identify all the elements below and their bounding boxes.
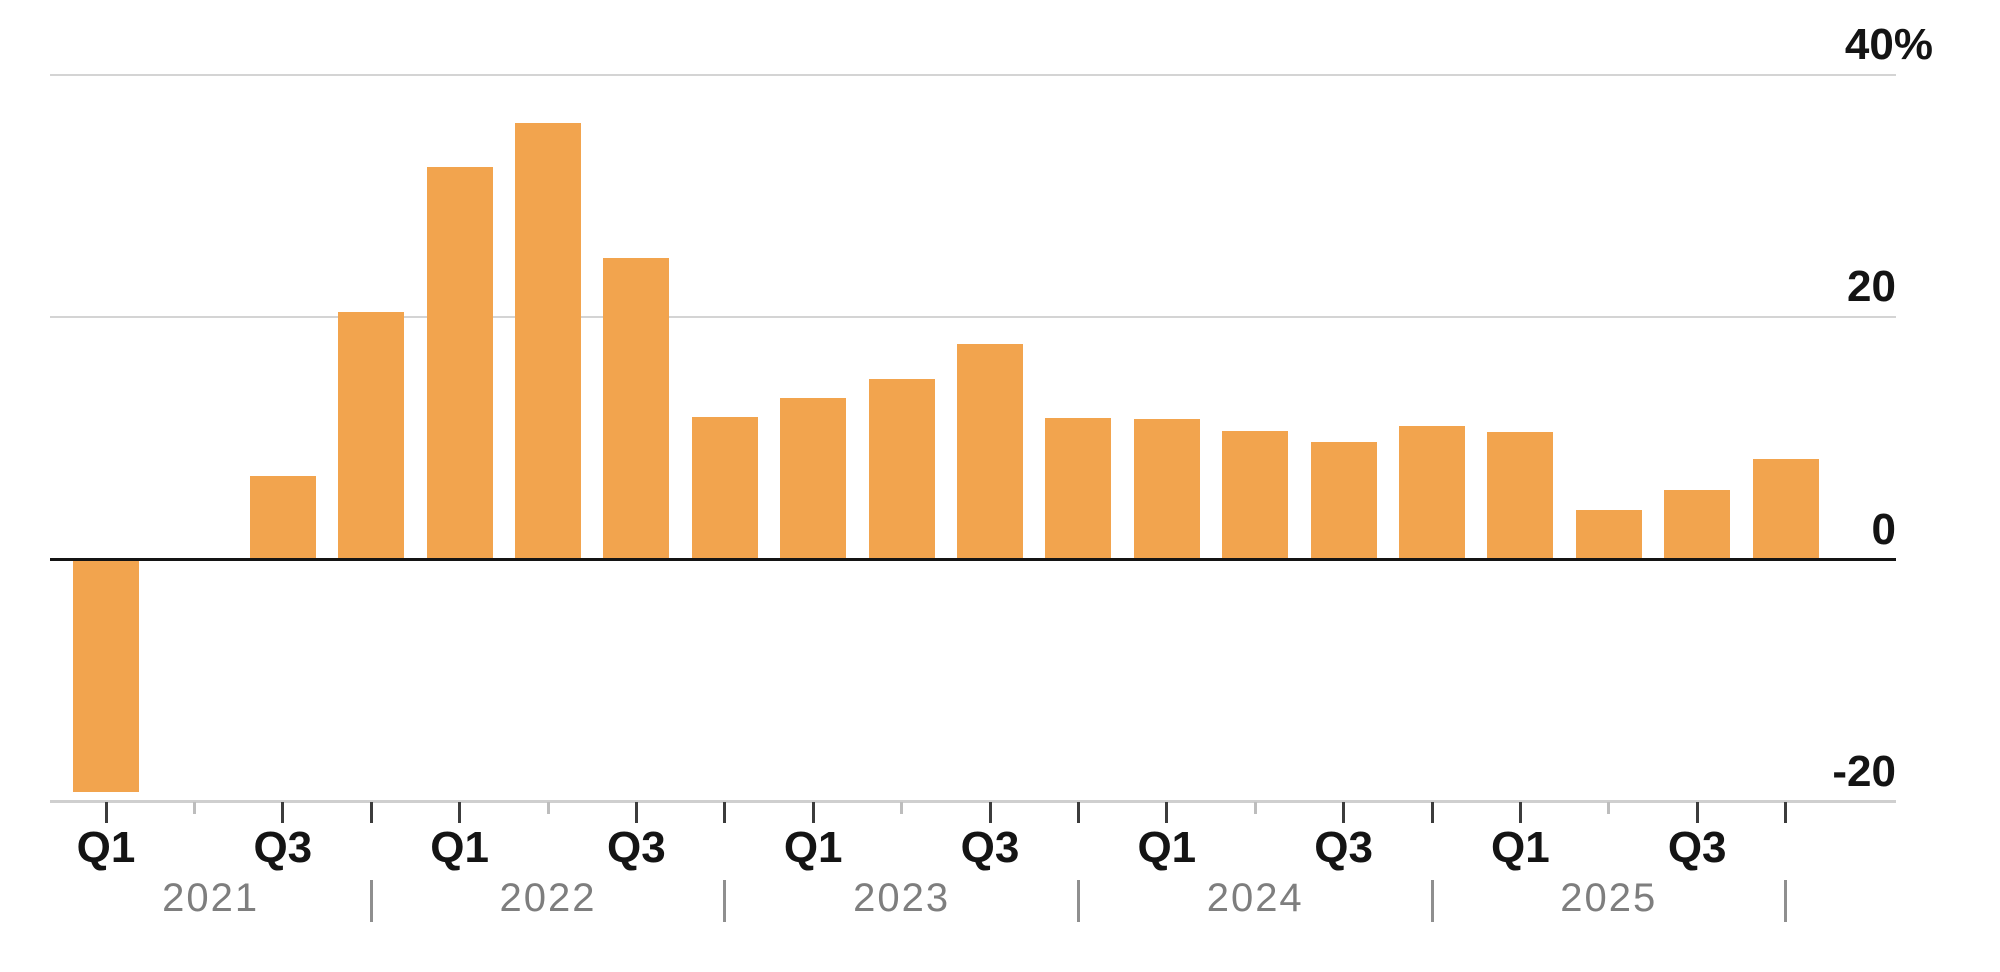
y-axis-tick-label: 20 bbox=[1847, 262, 1896, 312]
year-label-2024: 2024 bbox=[1206, 876, 1304, 920]
gridline-20 bbox=[50, 316, 1896, 319]
year-separator bbox=[1076, 880, 1080, 922]
bar-q3-2021 bbox=[249, 475, 316, 560]
bar-q4-2025 bbox=[1752, 458, 1819, 560]
x-axis-tick-q4-2021 bbox=[369, 802, 373, 823]
x-axis-tick-q3-2021 bbox=[281, 802, 285, 823]
year-label-2021: 2021 bbox=[162, 876, 260, 920]
x-axis-quarter-label: Q1 bbox=[783, 823, 843, 872]
year-label-2025: 2025 bbox=[1560, 876, 1658, 920]
bar-q1-2021 bbox=[73, 561, 139, 793]
x-axis-quarter-label: Q3 bbox=[1667, 823, 1727, 872]
bar-q2-2025 bbox=[1575, 509, 1642, 560]
bar-q3-2025 bbox=[1664, 490, 1731, 560]
y-axis-tick-label: 40% bbox=[1844, 20, 1933, 69]
year-separator bbox=[1430, 880, 1434, 922]
bar-q4-2021 bbox=[338, 312, 405, 560]
x-axis-tick-q3-2022 bbox=[634, 802, 638, 823]
y-axis-tick-label: 0 bbox=[1871, 504, 1896, 554]
bar-q1-2023 bbox=[780, 398, 847, 560]
x-axis-quarter-label: Q1 bbox=[76, 823, 136, 872]
x-axis-quarter-label: Q3 bbox=[253, 823, 313, 872]
x-axis-tick-q1-2025 bbox=[1518, 802, 1522, 823]
bar-q2-2023 bbox=[868, 379, 935, 560]
x-axis-quarter-label: Q1 bbox=[1137, 823, 1197, 872]
x-axis-tick-q4-2025 bbox=[1784, 802, 1788, 823]
year-separator bbox=[1784, 880, 1788, 922]
x-axis-tick-q2-2024 bbox=[1253, 802, 1257, 814]
bar-q1-2022 bbox=[426, 167, 493, 560]
year-label-2023: 2023 bbox=[853, 876, 951, 920]
zero-gridline bbox=[50, 558, 1896, 561]
x-axis-quarter-label: Q3 bbox=[607, 823, 666, 872]
x-axis-tick-q3-2024 bbox=[1342, 802, 1346, 823]
x-axis-tick-q4-2024 bbox=[1430, 802, 1434, 823]
year-separator bbox=[723, 880, 727, 922]
bar-q3-2024 bbox=[1310, 442, 1377, 560]
x-axis-tick-q2-2021 bbox=[192, 802, 196, 814]
bar-q1-2025 bbox=[1487, 432, 1554, 560]
x-axis-tick-q1-2023 bbox=[811, 802, 815, 823]
x-axis-quarter-label: Q3 bbox=[1314, 823, 1373, 872]
x-axis-tick-q2-2022 bbox=[546, 802, 550, 814]
bar-q3-2023 bbox=[957, 343, 1023, 560]
year-label-2022: 2022 bbox=[499, 876, 597, 920]
bar-q1-2024 bbox=[1133, 418, 1200, 560]
bar-q4-2023 bbox=[1045, 417, 1112, 560]
x-axis-tick-q2-2025 bbox=[1607, 802, 1611, 814]
gridline-40 bbox=[50, 74, 1896, 76]
x-axis-quarter-label: Q3 bbox=[960, 823, 1020, 872]
bar-q2-2024 bbox=[1222, 431, 1289, 560]
year-separator bbox=[369, 880, 373, 922]
x-axis-tick-q3-2025 bbox=[1695, 802, 1699, 823]
x-axis-tick-q1-2021 bbox=[104, 802, 108, 823]
x-axis-tick-q1-2024 bbox=[1165, 802, 1169, 823]
bar-q3-2022 bbox=[603, 257, 670, 560]
x-axis-line bbox=[50, 800, 1896, 803]
bar-q4-2024 bbox=[1399, 426, 1465, 560]
y-axis-tick-label: -20 bbox=[1832, 746, 1896, 796]
x-axis-tick-q4-2023 bbox=[1076, 802, 1080, 823]
x-axis-quarter-label: Q1 bbox=[430, 823, 489, 872]
x-axis-tick-q4-2022 bbox=[723, 802, 727, 823]
x-axis-quarter-label: Q1 bbox=[1491, 823, 1550, 872]
x-axis-tick-q1-2022 bbox=[458, 802, 462, 823]
x-axis-tick-q3-2023 bbox=[988, 802, 992, 823]
x-axis-tick-q2-2023 bbox=[900, 802, 904, 814]
bar-q2-2022 bbox=[515, 123, 581, 560]
bar-q4-2022 bbox=[691, 416, 758, 560]
